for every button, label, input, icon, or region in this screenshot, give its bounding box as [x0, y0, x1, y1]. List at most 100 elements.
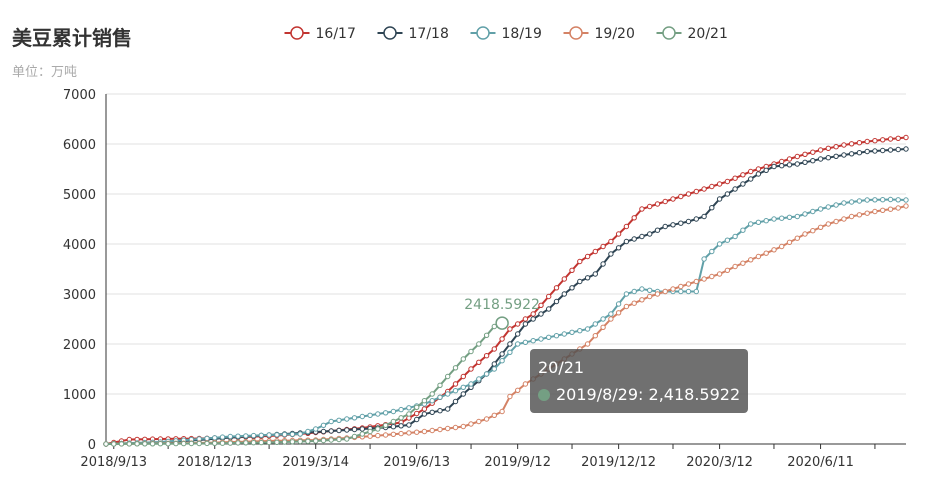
data-point: [336, 427, 342, 434]
data-point: [577, 328, 583, 334]
legend-label: 17/18: [409, 26, 449, 42]
data-point: [794, 161, 800, 167]
data-point: [872, 197, 878, 203]
data-point: [429, 398, 435, 404]
data-point: [382, 410, 389, 416]
data-point: [771, 163, 777, 170]
data-point: [243, 433, 249, 439]
data-point: [530, 316, 536, 322]
data-point: [623, 291, 630, 297]
data-point: [880, 147, 886, 154]
data-point: [678, 220, 684, 226]
data-point: [212, 440, 218, 446]
data-point: [507, 349, 513, 355]
data-point: [810, 228, 816, 234]
data-point: [538, 336, 544, 342]
data-point: [833, 202, 839, 208]
data-point: [701, 213, 707, 220]
data-point: [732, 233, 738, 240]
data-point: [825, 204, 831, 210]
data-point: [887, 136, 894, 142]
data-point: [880, 197, 886, 203]
data-point: [382, 422, 389, 428]
data-point: [421, 428, 428, 435]
data-point: [833, 218, 839, 225]
data-point: [701, 256, 707, 262]
data-point: [895, 197, 901, 203]
y-tick-label: 2000: [63, 338, 96, 353]
legend-swatch-marker: [290, 26, 304, 40]
data-point: [546, 334, 552, 340]
x-tick-label: 2019/3/14: [282, 455, 349, 470]
data-point: [856, 212, 863, 218]
data-point: [336, 436, 342, 443]
data-point: [546, 306, 552, 312]
x-tick-label: 2020/6/11: [787, 455, 854, 470]
data-point: [375, 411, 381, 417]
data-point: [530, 311, 536, 317]
data-point: [445, 391, 451, 397]
data-point: [398, 430, 404, 437]
data-point: [763, 167, 769, 174]
data-point: [716, 181, 723, 187]
data-point: [903, 197, 909, 203]
data-point: [584, 275, 591, 281]
data-point: [243, 440, 249, 446]
data-point: [515, 341, 521, 347]
data-point: [887, 147, 894, 153]
data-point: [530, 338, 536, 344]
data-point: [577, 258, 583, 265]
data-point: [538, 311, 544, 317]
data-point: [794, 235, 800, 241]
data-point: [740, 181, 746, 187]
data-point: [654, 201, 661, 207]
legend-swatch-marker: [383, 26, 397, 40]
data-point: [631, 215, 637, 221]
data-point: [786, 162, 793, 168]
data-point: [693, 278, 699, 285]
data-point: [903, 203, 909, 209]
data-point: [499, 358, 505, 364]
data-point: [468, 421, 474, 427]
data-point: [250, 440, 257, 446]
data-point: [491, 366, 497, 372]
data-point: [351, 426, 358, 433]
series-line-16-17: [105, 136, 907, 445]
data-point: [615, 310, 622, 316]
data-point: [165, 441, 171, 447]
data-point: [895, 135, 901, 142]
data-point: [398, 406, 404, 413]
data-point: [584, 326, 591, 332]
data-point: [367, 412, 373, 418]
data-point: [522, 316, 529, 322]
data-point: [468, 366, 474, 372]
data-point: [437, 394, 443, 400]
data-point: [157, 441, 164, 447]
data-point: [483, 332, 490, 338]
data-point: [841, 216, 847, 222]
data-point: [491, 361, 497, 367]
data-point: [755, 171, 762, 177]
data-point: [452, 365, 459, 371]
data-point: [802, 159, 808, 166]
data-point: [491, 412, 497, 418]
data-point: [748, 176, 754, 182]
data-point: [281, 439, 288, 445]
data-point: [848, 141, 855, 147]
data-point: [740, 260, 746, 266]
data-point: [328, 418, 334, 425]
data-point: [771, 247, 777, 253]
data-point: [320, 428, 327, 435]
data-point: [693, 188, 699, 195]
data-point: [693, 288, 699, 295]
data-point: [786, 214, 793, 221]
data-point: [344, 416, 350, 422]
data-point: [414, 410, 420, 417]
data-point: [639, 297, 645, 303]
data-point: [810, 208, 816, 215]
legend-label: 19/20: [595, 26, 635, 42]
data-point: [608, 316, 614, 322]
data-point: [685, 288, 692, 295]
data-point: [266, 439, 272, 446]
